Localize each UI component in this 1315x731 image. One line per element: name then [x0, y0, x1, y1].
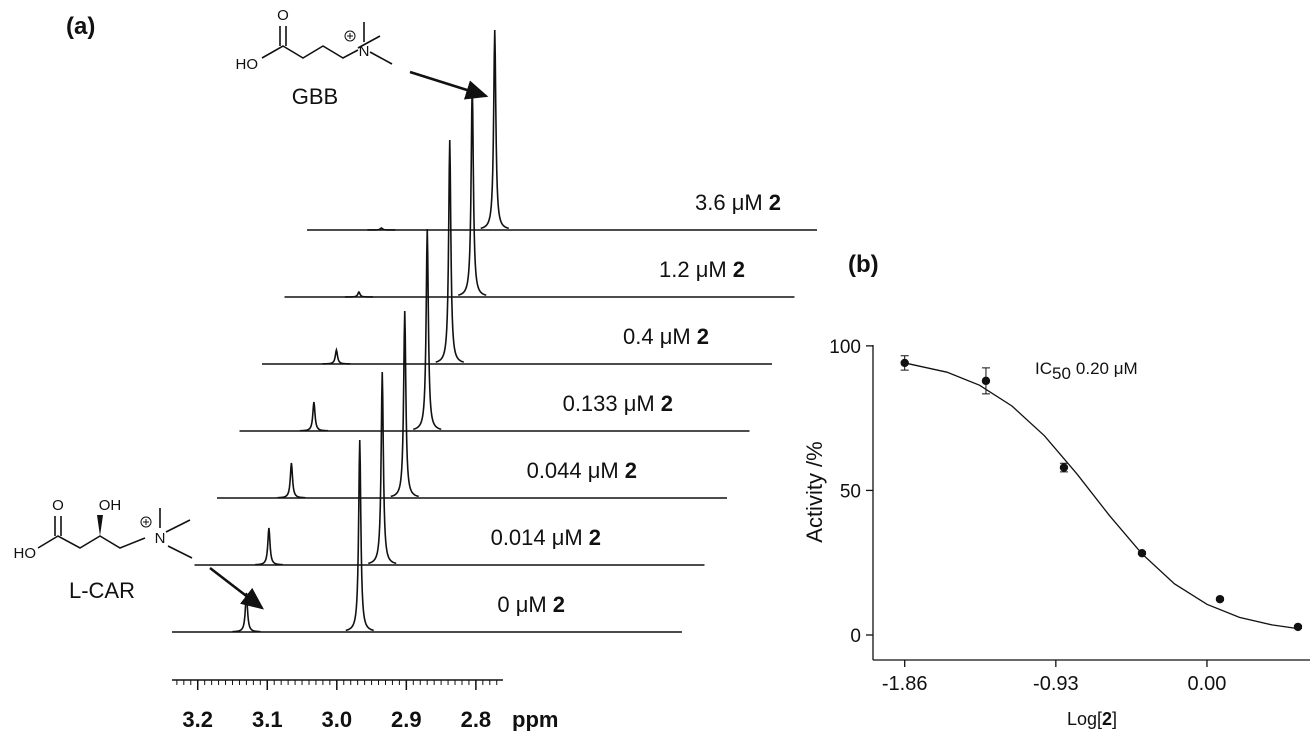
peak — [367, 227, 396, 231]
spectrum-label: 0.014 μM 2 — [491, 525, 601, 550]
y-tick-label: 100 — [829, 337, 861, 358]
concentration: 3.6 μM — [695, 190, 763, 215]
spectrum-label: 3.6 μM 2 — [695, 190, 781, 215]
spectrum-label: 0.133 μM 2 — [563, 391, 673, 416]
annotation: IC50 0.20 μM — [1035, 359, 1138, 383]
compound: 2 — [733, 257, 745, 282]
fit-curve — [904, 362, 1299, 630]
compound: 2 — [589, 525, 601, 550]
concentration: 0.014 μM — [491, 525, 583, 550]
peak — [413, 228, 442, 431]
peak — [277, 462, 306, 499]
panel-label: (a) — [66, 13, 95, 40]
annotation-part: IC — [1035, 359, 1052, 378]
x-axis-title: Log[2] — [1067, 709, 1117, 729]
compound: 2 — [697, 324, 709, 349]
panel-label: (b) — [848, 251, 879, 278]
x-tick-label: 3.2 — [182, 707, 213, 731]
x-tick-label: 0.00 — [1187, 673, 1226, 695]
y-tick-label: 50 — [840, 481, 861, 502]
x-tick-label: 3.0 — [322, 707, 353, 731]
spectrum-label: 0.044 μM 2 — [527, 458, 637, 483]
peak — [232, 592, 261, 633]
compound: 2 — [661, 391, 673, 416]
peak — [322, 347, 351, 365]
y-axis-title: Activity /% — [802, 441, 827, 542]
x-tick-label: -0.93 — [1033, 673, 1079, 695]
data-point — [1215, 594, 1225, 604]
spectrum-label: 0.4 μM 2 — [623, 324, 709, 349]
x-tick-label: 2.9 — [391, 707, 422, 731]
atom-label: N — [359, 43, 370, 60]
x-tick-label: 2.8 — [461, 707, 492, 731]
structure-name: GBB — [292, 84, 338, 109]
data-point — [1137, 548, 1147, 558]
peak — [480, 29, 509, 230]
atom-label: O — [52, 497, 64, 514]
compound: 2 — [769, 190, 781, 215]
atom-label: OH — [99, 497, 122, 514]
spectrum-label: 1.2 μM 2 — [659, 257, 745, 282]
compound: 2 — [625, 458, 637, 483]
compound: 2 — [553, 592, 565, 617]
peak — [390, 310, 419, 498]
spectrum-label: 0 μM 2 — [497, 592, 565, 617]
x-tick-label: -1.86 — [882, 673, 928, 695]
peak — [344, 290, 373, 298]
atom-label: N — [155, 530, 166, 547]
data-point — [900, 358, 909, 368]
annotation-part: 0.20 μM — [1076, 359, 1138, 378]
concentration: 1.2 μM — [659, 257, 727, 282]
x-axis-title-part: Log[ — [1067, 709, 1102, 729]
x-axis-title: ppm — [512, 707, 558, 731]
structure-name: L-CAR — [69, 578, 135, 603]
atom-label: O — [277, 7, 289, 24]
x-axis-title-part: 2 — [1102, 709, 1112, 729]
annotation-part: 50 — [1052, 364, 1071, 383]
peak — [254, 527, 283, 566]
data-point — [1059, 463, 1069, 472]
atom-label: HO — [236, 56, 259, 73]
data-point — [1293, 622, 1303, 632]
y-tick-label: 0 — [850, 626, 861, 647]
concentration: 0.044 μM — [527, 458, 619, 483]
concentration: 0 μM — [497, 592, 546, 617]
gbb-structure: O HO N GBB — [236, 7, 489, 109]
data-point — [981, 376, 991, 386]
atom-label: HO — [14, 545, 37, 562]
concentration: 0.4 μM — [623, 324, 691, 349]
peak — [345, 439, 374, 632]
lcar-structure: O HO OH N L-CAR — [14, 497, 264, 610]
peak — [368, 371, 397, 565]
concentration: 0.133 μM — [563, 391, 655, 416]
x-axis-title-part: ] — [1112, 709, 1117, 729]
peak — [458, 83, 487, 296]
peak — [435, 139, 464, 363]
x-tick-label: 3.1 — [252, 707, 283, 731]
peak — [299, 401, 328, 432]
